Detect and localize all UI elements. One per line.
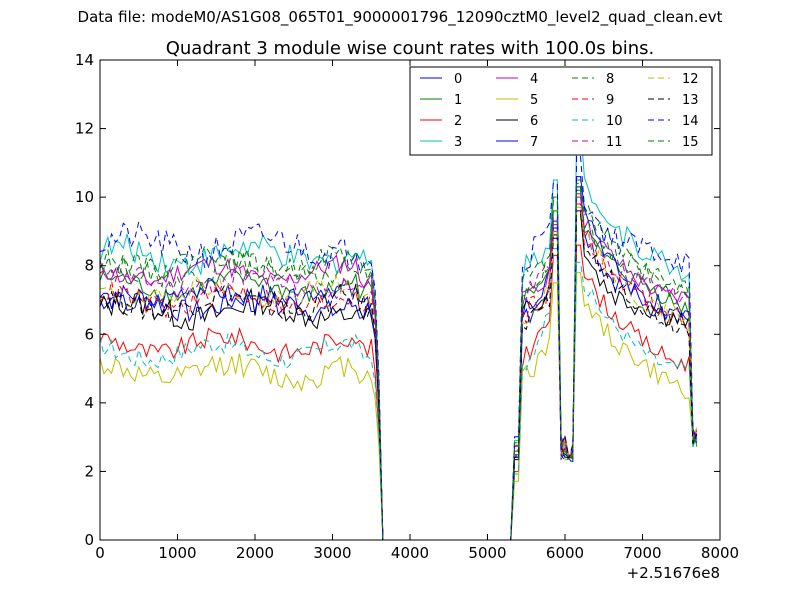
axis-ticks: 0 1000 2000 3000 4000 5000 6000 7000 80000246810…	[75, 51, 739, 562]
legend-label-11: 11	[606, 135, 623, 150]
legend-label-14: 14	[682, 114, 699, 129]
legend-label-4: 4	[530, 72, 538, 87]
series-line-12	[99, 206, 698, 541]
y-tick-label: 14	[75, 51, 94, 69]
legend-label-12: 12	[682, 72, 699, 87]
series-line-15	[99, 179, 698, 541]
legend-label-8: 8	[606, 72, 614, 87]
legend-label-2: 2	[454, 114, 462, 129]
y-tick-label: 6	[84, 325, 94, 343]
series-line-7	[99, 176, 698, 541]
legend-label-0: 0	[454, 72, 462, 87]
series-line-2	[99, 244, 698, 541]
legend-label-10: 10	[606, 114, 623, 129]
x-tick-label: 5000	[468, 544, 506, 562]
legend-label-15: 15	[682, 135, 699, 150]
x-axis-offset-label: +2.51676e8	[627, 564, 720, 582]
figure-suptitle: Data file: modeM0/AS1G08_065T01_90000017…	[77, 8, 723, 26]
x-tick-label: 0	[95, 544, 105, 562]
y-tick-label: 4	[84, 394, 94, 412]
series-line-13	[99, 213, 698, 541]
series-line-6	[99, 210, 698, 541]
y-tick-label: 8	[84, 257, 94, 275]
x-tick-label: 2000	[236, 544, 274, 562]
legend-box	[409, 66, 713, 156]
series-line-3	[99, 124, 698, 541]
y-tick-label: 0	[84, 531, 94, 549]
series-line-1	[99, 189, 698, 541]
legend-label-13: 13	[682, 93, 699, 108]
legend-label-3: 3	[454, 135, 462, 150]
x-tick-label: 4000	[391, 544, 429, 562]
series-line-0	[99, 186, 698, 541]
series-line-14	[99, 155, 698, 541]
y-tick-label: 2	[84, 462, 94, 480]
y-tick-label: 12	[75, 120, 94, 138]
series-line-11	[99, 193, 698, 541]
x-tick-label: 3000	[313, 544, 351, 562]
plot-lines	[99, 124, 698, 541]
series-line-8	[99, 182, 698, 541]
x-tick-label: 1000	[158, 544, 196, 562]
legend-label-5: 5	[530, 93, 538, 108]
legend-label-9: 9	[606, 93, 614, 108]
series-line-9	[99, 203, 698, 541]
y-tick-label: 10	[75, 188, 94, 206]
legend-label-1: 1	[454, 93, 462, 108]
x-tick-label: 8000	[701, 544, 739, 562]
legend-label-7: 7	[530, 135, 538, 150]
x-tick-label: 6000	[546, 544, 584, 562]
x-tick-label: 7000	[623, 544, 661, 562]
chart-title: Quadrant 3 module wise count rates with …	[166, 38, 655, 59]
legend-label-6: 6	[530, 114, 538, 129]
